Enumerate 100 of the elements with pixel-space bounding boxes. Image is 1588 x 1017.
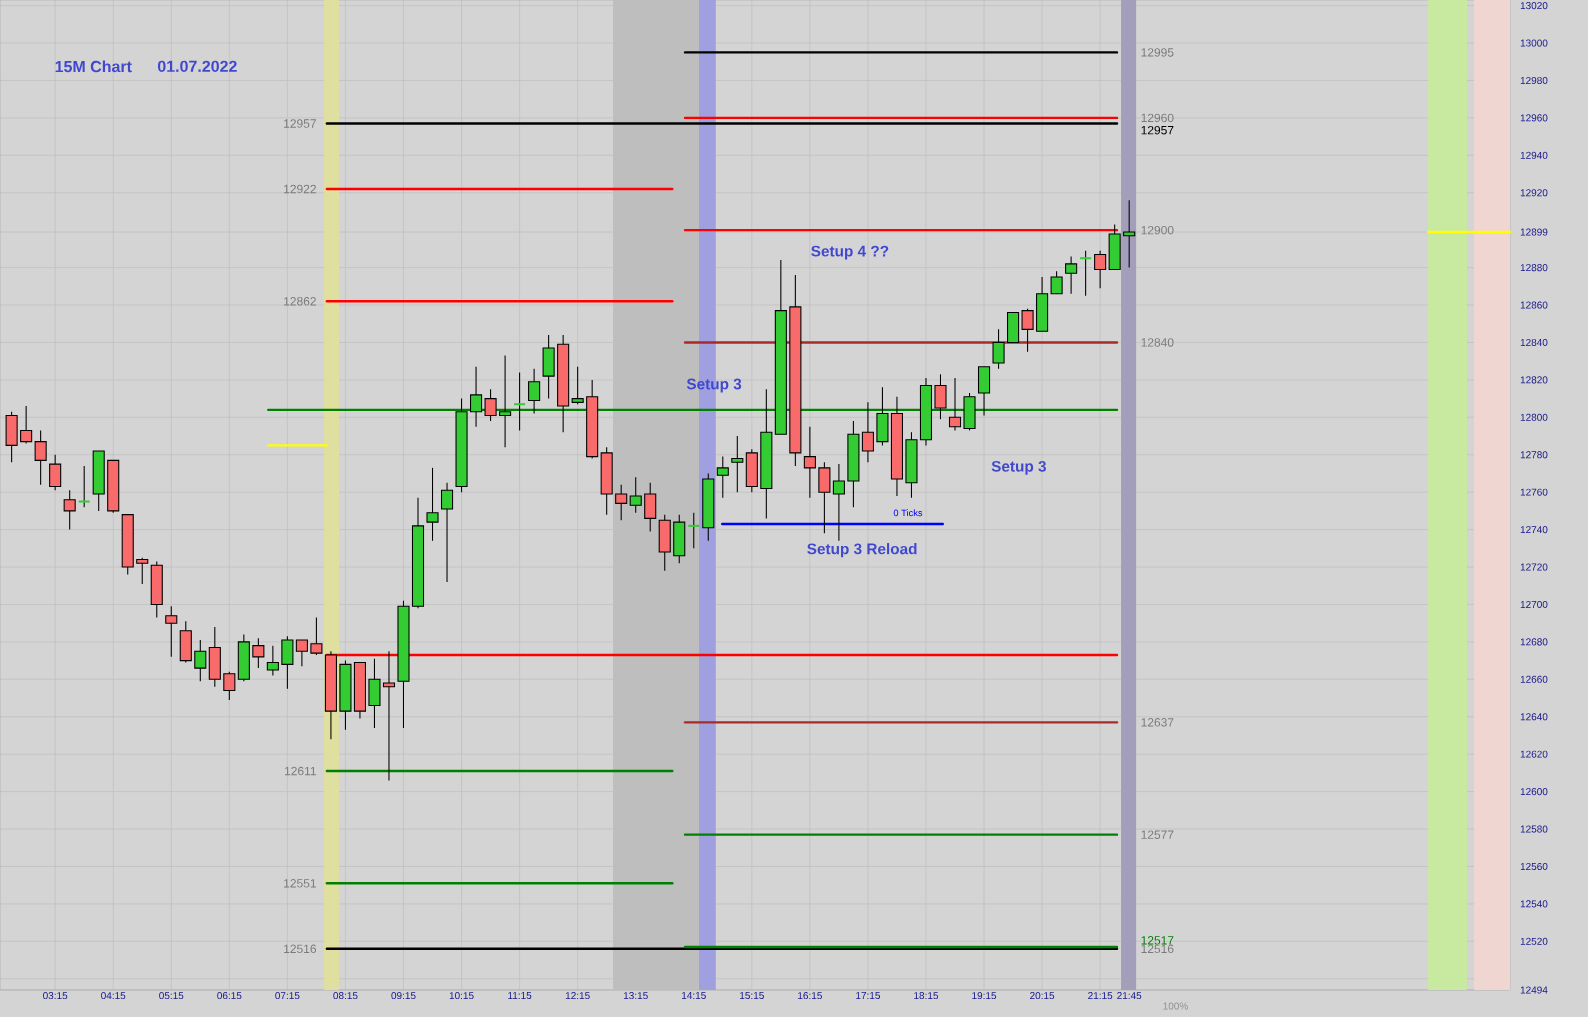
candlestick — [571, 366, 584, 405]
x-tick-label: 04:15 — [101, 992, 126, 1000]
text: 12960 — [1141, 113, 1174, 123]
y-tick-label: 12899 — [1520, 228, 1548, 236]
y-tick-label: 12980 — [1520, 76, 1548, 84]
y-tick-label: 12494 — [1520, 986, 1548, 994]
annotation: Setup 3 — [686, 378, 742, 393]
text: 01.07.2022 — [157, 60, 237, 72]
candlestick — [1094, 250, 1107, 289]
candlestick — [310, 617, 323, 656]
y-tick-label: 12820 — [1520, 376, 1548, 384]
candlestick — [426, 467, 439, 542]
x-tick-label: 05:15 — [159, 992, 184, 1000]
x-tick-label: 13:15 — [623, 992, 648, 1000]
candlestick — [165, 605, 178, 658]
text: 12517 — [1141, 936, 1174, 945]
candlestick — [992, 328, 1005, 370]
candlestick — [499, 355, 512, 448]
candlestick — [34, 429, 47, 486]
candlestick — [861, 401, 874, 463]
y-tick-label: 12960 — [1520, 114, 1548, 122]
candlestick — [716, 456, 729, 499]
series-label: 12922 — [284, 184, 316, 194]
candlestick — [77, 465, 91, 508]
y-tick-label: 12660 — [1520, 675, 1548, 683]
text: 15M Chart — [55, 60, 132, 73]
candlestick — [63, 489, 76, 531]
series-label: 12862 — [284, 297, 316, 306]
series-label: 12516 — [284, 944, 317, 954]
candlestick — [49, 454, 62, 491]
x-tick-label: 15:15 — [740, 992, 764, 1000]
candlestick — [528, 368, 541, 415]
x-tick-label: 18:15 — [914, 992, 939, 1000]
y-tick-label: 12720 — [1520, 563, 1548, 571]
x-tick-label: 12:15 — [565, 992, 590, 1000]
y-tick-label: 12520 — [1520, 937, 1548, 945]
y-tick-label: 12700 — [1520, 600, 1548, 609]
candlestick — [252, 637, 265, 669]
candlestick — [513, 371, 527, 431]
y-tick-label: 13020 — [1520, 2, 1548, 10]
text: 12957 — [1141, 125, 1174, 135]
candlestick — [1123, 199, 1136, 269]
y-tick-label: 12860 — [1520, 301, 1548, 309]
candlestick — [1050, 270, 1063, 295]
annotation: Setup 3 — [991, 460, 1046, 475]
text: 12637 — [1141, 718, 1174, 727]
candlestick — [295, 639, 308, 667]
candlestick — [934, 373, 947, 420]
series-label: 12957 — [284, 119, 316, 128]
x-tick-label: 08:15 — [333, 992, 358, 1000]
series-label: 12551 — [284, 879, 316, 888]
x-tick-label: 20:15 — [1030, 992, 1055, 1000]
y-tick-label: 12640 — [1520, 713, 1548, 721]
y-tick-label: 12560 — [1520, 862, 1548, 871]
y-tick-label: 12580 — [1520, 825, 1548, 833]
candlestick — [440, 482, 454, 583]
candlestick — [832, 463, 845, 542]
candlestick — [470, 366, 483, 428]
y-tick-label: 12600 — [1520, 788, 1548, 796]
x-tick-label: 07:15 — [275, 992, 300, 1000]
annotation: Setup 4 ?? — [811, 245, 889, 260]
candlestick — [382, 650, 396, 781]
text: 100% — [1163, 1002, 1188, 1010]
annotation: Setup 3 Reload — [807, 543, 917, 558]
annotation: 0 Ticks — [893, 509, 923, 517]
text: 12900 — [1141, 225, 1174, 235]
text: 12840 — [1141, 338, 1174, 347]
x-tick-label: 03:15 — [43, 992, 68, 1000]
series-label: 12611 — [284, 766, 316, 776]
y-tick-label: 13000 — [1520, 39, 1548, 47]
x-tick-label: 06:15 — [217, 992, 242, 1000]
y-tick-label: 12620 — [1520, 750, 1548, 758]
x-tick-label: 16:15 — [798, 992, 822, 1000]
candlestick — [687, 512, 701, 549]
y-tick-label: 12800 — [1520, 413, 1548, 421]
text: 12995 — [1141, 48, 1174, 57]
y-tick-label: 12680 — [1520, 638, 1548, 646]
x-tick-label: 09:15 — [391, 992, 416, 1000]
y-tick-label: 12940 — [1520, 151, 1548, 159]
x-tick-label: 21:45 — [1117, 992, 1142, 1000]
x-tick-label: 19:15 — [972, 992, 997, 1000]
candlestick — [266, 645, 279, 677]
candlestick — [1079, 250, 1093, 297]
candlestick — [194, 639, 207, 682]
y-tick-label: 12740 — [1520, 526, 1548, 534]
x-tick-label: 11:15 — [508, 992, 532, 1000]
y-tick-label: 12760 — [1520, 488, 1548, 496]
x-tick-label: 17:15 — [856, 992, 881, 1000]
x-tick-label: 21:15 — [1088, 992, 1113, 1000]
x-tick-label: 10:15 — [449, 992, 474, 1000]
candlestick — [1021, 308, 1034, 353]
candlestick — [629, 476, 642, 514]
candlestick — [20, 405, 33, 445]
candlestick — [484, 388, 497, 422]
candlestick — [136, 557, 149, 585]
candlestick — [615, 484, 628, 521]
candlestick — [1065, 255, 1078, 295]
candlestick — [731, 435, 744, 493]
y-tick-label: 12840 — [1520, 338, 1548, 347]
y-tick-label: 12880 — [1520, 264, 1548, 272]
